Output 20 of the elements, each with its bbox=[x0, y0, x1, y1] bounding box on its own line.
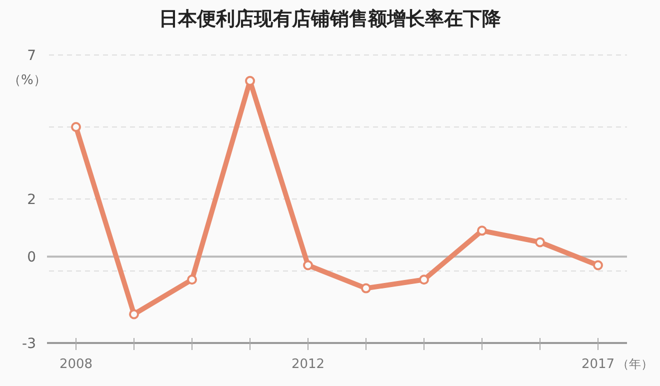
x-tick-label: 2008 bbox=[59, 357, 93, 372]
x-tick-label: 2017 bbox=[581, 357, 615, 372]
y-tick-label: 0 bbox=[27, 250, 36, 266]
point bbox=[129, 309, 139, 320]
point bbox=[593, 260, 603, 270]
point bbox=[477, 226, 487, 236]
point bbox=[419, 274, 429, 285]
x-axis-title: （年） bbox=[617, 357, 653, 371]
y-tick-label: 7 bbox=[27, 48, 36, 64]
point bbox=[187, 274, 197, 285]
point bbox=[245, 76, 255, 86]
x-tick-label: 2012 bbox=[291, 357, 325, 372]
point bbox=[535, 237, 545, 248]
y-axis-title: （%） bbox=[8, 73, 46, 88]
chart-title: 日本便利店现有店铺销售额增长率在下降 bbox=[159, 8, 502, 30]
y-tick-label: -3 bbox=[22, 336, 36, 352]
y-tick-label: 2 bbox=[27, 192, 36, 208]
point bbox=[303, 260, 313, 270]
point bbox=[361, 283, 371, 294]
point bbox=[71, 122, 81, 132]
